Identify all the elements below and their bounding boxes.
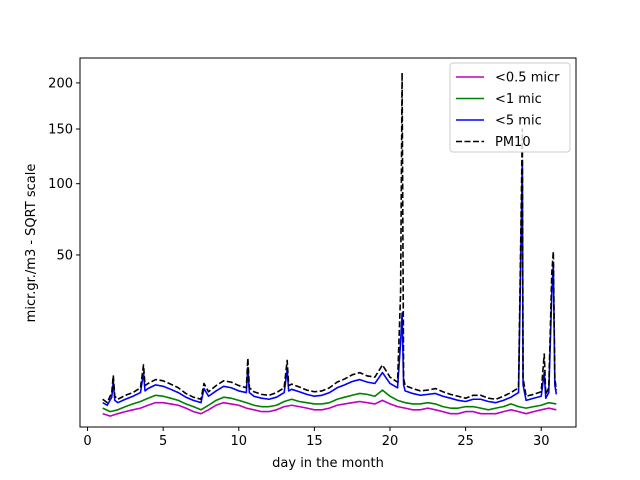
legend-label-1: <1 mic [495, 92, 542, 107]
x-tick-label: 10 [231, 434, 248, 449]
series-line-3 [102, 71, 558, 404]
x-axis-label: day in the month [272, 456, 384, 471]
x-axis: 0 5 10 15 20 25 30 [83, 427, 549, 449]
x-tick-label: 20 [382, 434, 399, 449]
y-tick-label: 100 [48, 177, 73, 192]
plot-lines [102, 71, 558, 417]
plot-frame [79, 57, 577, 428]
series-line-1 [102, 389, 557, 413]
legend-box [449, 62, 571, 153]
legend-label-3: PM10 [495, 135, 531, 150]
x-tick-label: 25 [457, 434, 474, 449]
x-tick-label: 15 [306, 434, 323, 449]
series-line-0 [102, 399, 557, 417]
x-tick-label: 5 [159, 434, 167, 449]
legend-label-0: <0.5 micr [495, 71, 560, 86]
y-tick-label: 200 [48, 76, 73, 91]
legend: <0.5 micr <1 mic <5 mic PM10 [449, 62, 571, 153]
series-line-2 [102, 159, 558, 407]
y-axis: 50 100 150 200 [48, 76, 80, 263]
legend-label-2: <5 mic [495, 114, 542, 129]
y-axis-label: micr.gr./m3 - SQRT scale [24, 164, 39, 323]
x-tick-label: 30 [533, 434, 550, 449]
y-tick-label: 50 [56, 248, 73, 263]
x-tick-label: 0 [83, 434, 91, 449]
y-tick-label: 150 [48, 123, 73, 138]
